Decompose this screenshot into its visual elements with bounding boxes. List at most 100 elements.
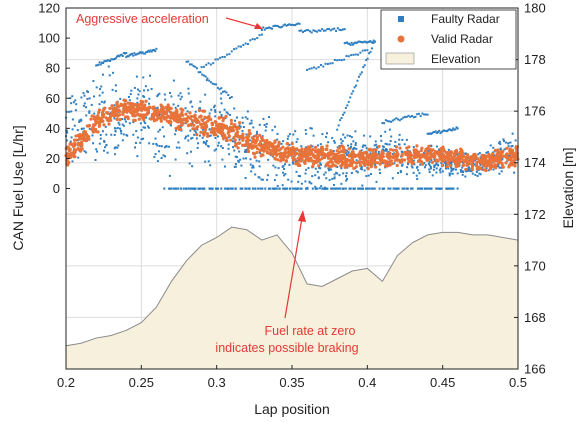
valid-radar-point [316, 154, 321, 159]
faulty-radar-point [401, 138, 404, 141]
faulty-radar-point [297, 159, 300, 162]
faulty-radar-point [242, 157, 245, 160]
faulty-radar-point [359, 73, 362, 76]
faulty-radar-point [187, 134, 190, 137]
faulty-radar-point [250, 119, 253, 122]
faulty-radar-point [469, 170, 472, 173]
faulty-radar-point [83, 102, 86, 105]
faulty-radar-point [418, 172, 421, 175]
valid-radar-point [72, 148, 77, 152]
faulty-radar-point [452, 187, 455, 190]
valid-radar-point [159, 103, 163, 107]
faulty-radar-point [223, 55, 226, 58]
faulty-radar-point [126, 55, 129, 58]
faulty-radar-point [388, 143, 391, 146]
faulty-radar-point [296, 138, 299, 141]
faulty-radar-point [223, 90, 226, 93]
faulty-radar-point [83, 94, 86, 97]
faulty-radar-point [77, 139, 80, 142]
faulty-radar-point [504, 141, 507, 144]
valid-radar-point [236, 146, 240, 150]
faulty-radar-point [263, 123, 266, 126]
faulty-radar-point [223, 108, 226, 111]
valid-radar-point [283, 154, 287, 158]
faulty-radar-point [324, 171, 327, 174]
valid-radar-point [273, 139, 277, 143]
faulty-radar-point [158, 113, 161, 116]
faulty-radar-point [383, 122, 386, 125]
faulty-radar-point [264, 187, 267, 190]
faulty-radar-point [442, 129, 445, 132]
faulty-radar-point [234, 119, 237, 122]
faulty-radar-point [186, 152, 189, 155]
faulty-radar-point [346, 104, 349, 107]
valid-radar-point [97, 108, 102, 112]
faulty-radar-point [100, 61, 103, 64]
faulty-radar-point [352, 148, 355, 151]
faulty-radar-point [143, 52, 146, 55]
valid-radar-point [184, 120, 189, 124]
valid-radar-point [342, 156, 346, 160]
faulty-radar-point [163, 187, 166, 190]
valid-radar-point [505, 153, 509, 157]
faulty-radar-point [244, 116, 247, 119]
faulty-radar-point [157, 130, 160, 133]
annotation-acceleration: Aggressive acceleration [76, 12, 263, 29]
legend-marker-faulty [398, 16, 404, 22]
faulty-radar-point [120, 53, 123, 56]
faulty-radar-point [117, 54, 120, 57]
faulty-radar-point [74, 99, 77, 102]
valid-radar-point [338, 159, 342, 163]
faulty-radar-point [357, 187, 360, 190]
faulty-radar-point [105, 60, 108, 63]
faulty-radar-point [210, 108, 213, 111]
faulty-radar-point [350, 92, 353, 95]
annotation-braking-text-1: Fuel rate at zero [264, 324, 355, 338]
valid-radar-point [97, 111, 101, 115]
faulty-radar-point [156, 144, 159, 147]
valid-radar-point [76, 147, 80, 151]
faulty-radar-point [177, 187, 180, 190]
faulty-radar-point [117, 110, 120, 113]
faulty-radar-point [475, 170, 478, 173]
faulty-radar-point [134, 146, 137, 149]
faulty-radar-point [428, 161, 431, 164]
faulty-radar-point [234, 163, 237, 166]
faulty-radar-point [423, 113, 426, 116]
faulty-radar-point [419, 163, 422, 166]
valid-radar-point [507, 165, 511, 169]
faulty-radar-point [345, 178, 348, 181]
faulty-radar-point [453, 128, 456, 131]
valid-radar-point [478, 167, 482, 171]
valid-radar-point [389, 159, 393, 163]
faulty-radar-point [264, 129, 267, 132]
valid-radar-point [377, 144, 381, 149]
valid-radar-point [195, 133, 199, 137]
valid-radar-point [255, 150, 259, 155]
faulty-radar-point [359, 51, 362, 54]
faulty-radar-point [174, 158, 177, 161]
valid-radar-point [91, 125, 95, 129]
valid-radar-point [270, 153, 275, 157]
valid-radar-point [130, 102, 135, 106]
valid-radar-point [303, 159, 307, 163]
faulty-radar-point [113, 147, 116, 150]
faulty-radar-point [197, 71, 200, 74]
faulty-radar-point [278, 26, 281, 29]
valid-radar-point [279, 147, 283, 151]
valid-radar-point [378, 162, 382, 166]
valid-radar-point [395, 152, 399, 157]
valid-radar-point [326, 154, 330, 158]
valid-radar-point [114, 112, 118, 116]
faulty-radar-point [215, 83, 218, 86]
faulty-radar-point [361, 41, 364, 44]
faulty-radar-point [366, 41, 369, 44]
faulty-radar-point [202, 141, 205, 144]
faulty-radar-point [352, 90, 355, 93]
faulty-radar-point [363, 134, 366, 137]
faulty-radar-point [125, 51, 128, 54]
valid-radar-point [271, 145, 275, 149]
faulty-radar-point [204, 75, 207, 78]
valid-radar-point [295, 147, 299, 151]
valid-radar-point [275, 152, 279, 156]
